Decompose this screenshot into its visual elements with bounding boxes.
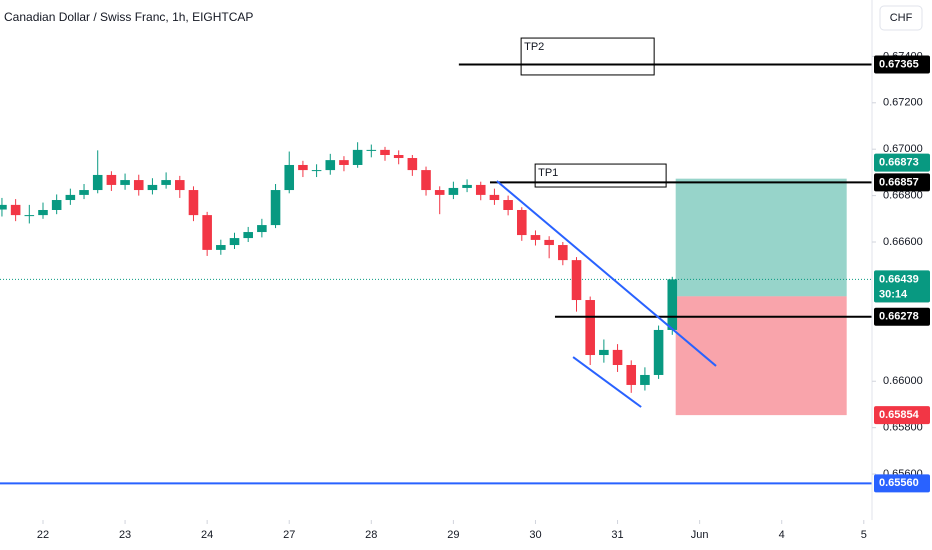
candle-body [434, 190, 445, 195]
candle-body [188, 190, 199, 216]
x-tick-label: 22 [37, 529, 49, 541]
currency-button[interactable] [879, 5, 923, 31]
candle-body [558, 245, 568, 261]
candle-body [653, 329, 664, 375]
trend-line [496, 180, 717, 367]
candle-body [79, 190, 89, 195]
candle-body [24, 215, 35, 217]
candle-body [257, 225, 267, 233]
plot-area: TP2 TP1 [0, 37, 872, 485]
price-label: 0.67365 [879, 58, 919, 70]
price-label: 0.66873 [879, 157, 919, 169]
candle-body [120, 180, 130, 185]
price-label: 0.65560 [879, 477, 919, 489]
x-tick-label: 23 [119, 529, 131, 541]
candle-body [161, 180, 171, 185]
candle-body [51, 200, 62, 210]
price-label-bg [874, 270, 930, 303]
y-tick-label: 0.65800 [883, 422, 923, 434]
candle-body [298, 164, 308, 171]
countdown: 30:14 [879, 288, 908, 300]
candle-body [585, 300, 595, 356]
candle-body [0, 204, 7, 210]
y-tick-label: 0.67000 [883, 143, 923, 155]
candle-body [475, 184, 486, 195]
y-tick-label: 0.66600 [883, 236, 923, 248]
stop-zone [675, 296, 847, 416]
text-box [534, 163, 667, 188]
text-box [520, 37, 655, 76]
candle-body [175, 180, 185, 191]
candle-body [599, 349, 609, 356]
candle-body [489, 194, 500, 201]
candle-body [352, 149, 363, 165]
x-tick-label: 4 [779, 529, 785, 541]
candle-body [380, 149, 390, 156]
x-tick-label: 28 [365, 529, 377, 541]
candle-body [147, 184, 158, 191]
candle-body [202, 215, 212, 250]
x-tick-label: 24 [201, 529, 213, 541]
price-label-bg [874, 307, 930, 326]
currency-label[interactable]: CHF [890, 12, 913, 24]
candle-body [612, 349, 623, 365]
candle-body [626, 364, 637, 385]
candle-body [544, 239, 554, 246]
text-box-label: TP2 [524, 41, 544, 53]
x-tick-label: Jun [691, 529, 709, 541]
x-tick-label: 29 [447, 529, 459, 541]
candle-body [448, 187, 459, 195]
price-label: 0.66278 [879, 311, 919, 323]
text-box-label: TP1 [538, 167, 558, 179]
candle-body [366, 149, 377, 151]
price-label-bg [874, 173, 930, 192]
candle-body [325, 160, 336, 171]
candle-body [667, 279, 678, 330]
x-tick-label: 5 [861, 529, 867, 541]
price-label: 0.66439 [879, 273, 919, 285]
x-tick-label: 31 [611, 529, 623, 541]
candle-body [421, 170, 431, 191]
candle-body [92, 174, 103, 191]
chart-title: Canadian Dollar / Swiss Franc, 1h, EIGHT… [4, 10, 253, 24]
candle-body [462, 184, 472, 188]
candle-body [503, 200, 513, 210]
candle-body [216, 245, 226, 250]
candle-body [407, 158, 418, 171]
price-label-bg [874, 406, 930, 425]
candle-body [229, 238, 240, 246]
price-label-bg [874, 474, 930, 493]
price-label: 0.65854 [879, 409, 920, 421]
candle-body [530, 235, 541, 240]
x-tick-label: 30 [529, 529, 541, 541]
y-tick-label: 0.66800 [883, 190, 923, 202]
candle-body [311, 170, 322, 172]
candle-body [270, 190, 281, 226]
trend-line [572, 356, 642, 408]
candle-body [517, 209, 527, 236]
candle-body [571, 260, 582, 301]
price-label-bg [874, 55, 930, 74]
candle-body [65, 194, 76, 201]
candle-body [339, 160, 349, 165]
y-tick-label: 0.67200 [883, 97, 923, 109]
price-label-bg [874, 153, 930, 172]
candle-body [284, 164, 295, 191]
candle-body [38, 209, 48, 216]
candle-body [640, 374, 650, 385]
candle-body [133, 180, 144, 191]
x-tick-label: 27 [283, 529, 295, 541]
price-label: 0.66857 [879, 176, 919, 188]
y-tick-label: 0.66000 [883, 375, 923, 387]
candle-body [10, 204, 21, 216]
candle-body [243, 232, 253, 239]
target-zone [675, 178, 847, 297]
candle-body [106, 174, 117, 185]
candle-body [393, 155, 404, 159]
